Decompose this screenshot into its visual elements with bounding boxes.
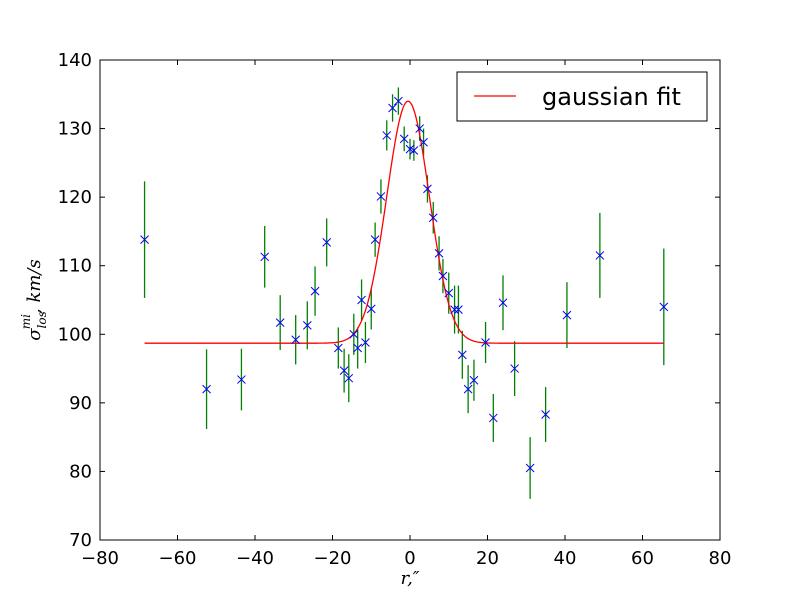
y-tick-label: 70	[69, 530, 92, 551]
data-point	[310, 286, 320, 296]
data-point	[457, 350, 467, 360]
data-point	[488, 413, 498, 423]
y-label-sup: mi	[19, 314, 33, 329]
data-point	[361, 338, 370, 347]
data-point	[595, 251, 605, 260]
data-point	[541, 410, 550, 419]
data-point	[302, 321, 312, 330]
data-point	[428, 213, 438, 223]
data-point	[339, 366, 349, 375]
data-point	[333, 343, 343, 353]
data-point	[481, 338, 490, 347]
data-point	[394, 96, 403, 106]
svg-text:σlosmi, km/s: σlosmi, km/s	[19, 259, 49, 340]
data-point	[510, 364, 519, 373]
data-point	[498, 298, 508, 308]
data-point	[376, 192, 386, 201]
y-tick-label: 100	[58, 324, 92, 345]
x-tick-label: 0	[404, 548, 415, 569]
data-point	[562, 310, 572, 320]
y-tick-label: 90	[69, 393, 92, 414]
y-tick-label: 130	[58, 119, 92, 140]
data-point	[409, 146, 419, 155]
y-tick-label: 120	[58, 187, 92, 208]
data-point	[525, 463, 535, 473]
fit-layer	[144, 100, 664, 344]
x-tick-label: −40	[236, 548, 274, 569]
legend-label-gaussian-fit: gaussian fit	[542, 83, 681, 111]
x-tick-label: −20	[314, 548, 352, 569]
data-point	[382, 131, 392, 140]
x-tick-label: 60	[631, 548, 654, 569]
data-point	[202, 384, 211, 394]
data-point	[388, 103, 397, 113]
data-point	[454, 305, 463, 314]
x-tick-label: 80	[709, 548, 732, 569]
data-point	[291, 335, 301, 345]
data-point	[469, 375, 479, 385]
data-point	[399, 134, 409, 144]
y-tick-label: 110	[58, 256, 92, 277]
data-point	[353, 343, 363, 353]
legend: gaussian fit	[456, 71, 708, 122]
data-point	[419, 137, 428, 147]
data-point	[463, 384, 473, 394]
data-point	[260, 252, 270, 262]
data-point	[450, 305, 459, 314]
data-point	[275, 318, 285, 327]
data-point	[423, 184, 432, 194]
x-tick-label: 40	[554, 548, 577, 569]
data-point	[140, 235, 149, 245]
data-point	[444, 288, 454, 298]
data-point	[357, 295, 366, 305]
data-point	[366, 304, 376, 314]
ticks-layer: −80 −60 −40 −20 0 20 40 60 80 70 80 90 100 110 120 130 1…	[58, 50, 732, 569]
y-label-sub: los	[35, 311, 49, 328]
x-axis-label: r,″	[400, 568, 419, 589]
x-tick-label: −60	[159, 548, 197, 569]
y-tick-label: 80	[69, 461, 92, 482]
y-label-symbol: σ	[24, 328, 45, 341]
y-axis-label: σlosmi, km/s	[19, 259, 49, 340]
data-point	[415, 124, 425, 133]
y-label-rest: , km/s	[24, 259, 45, 314]
plot-frame	[99, 59, 721, 541]
data-point	[237, 375, 246, 384]
data-point	[344, 373, 354, 383]
data-point	[434, 249, 444, 258]
data-point	[659, 302, 669, 312]
gaussian-fit-line	[144, 100, 664, 344]
x-tick-label: −80	[81, 548, 119, 569]
y-tick-label: 140	[58, 50, 92, 71]
data-point	[370, 235, 380, 245]
markers-layer	[140, 96, 669, 473]
data-point	[322, 238, 332, 247]
x-tick-label: 20	[476, 548, 499, 569]
data-point	[349, 329, 359, 339]
data-point	[438, 271, 448, 281]
